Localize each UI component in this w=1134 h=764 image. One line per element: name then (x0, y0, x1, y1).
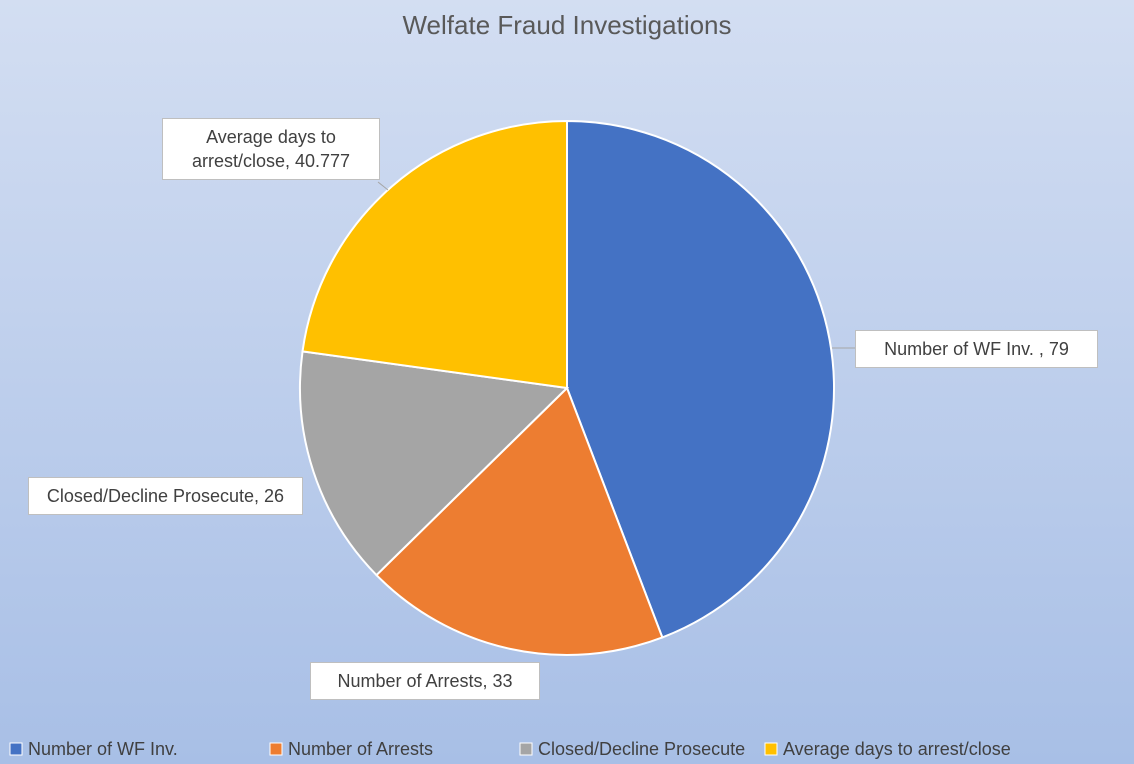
legend-label: Closed/Decline Prosecute (538, 739, 745, 759)
legend-swatch (269, 742, 283, 756)
pie-slice (299, 350, 570, 577)
pie-slice (301, 119, 568, 390)
legend-label: Number of WF Inv. (28, 739, 178, 759)
data-label: Number of Arrests, 33 (310, 662, 540, 700)
chart-title: Welfate Fraud Investigations (402, 10, 731, 40)
legend-swatch (764, 742, 778, 756)
pie-slice (375, 386, 664, 656)
data-label: Closed/Decline Prosecute, 26 (28, 477, 303, 515)
data-label: Average days to arrest/close, 40.777 (162, 118, 380, 180)
data-label: Number of WF Inv. , 79 (855, 330, 1098, 368)
legend-label: Average days to arrest/close (783, 739, 1011, 759)
legend-swatch (9, 742, 23, 756)
leader-line (377, 181, 389, 191)
legend-label: Number of Arrests (288, 739, 433, 759)
pie-slice (566, 119, 835, 639)
legend-swatch (519, 742, 533, 756)
